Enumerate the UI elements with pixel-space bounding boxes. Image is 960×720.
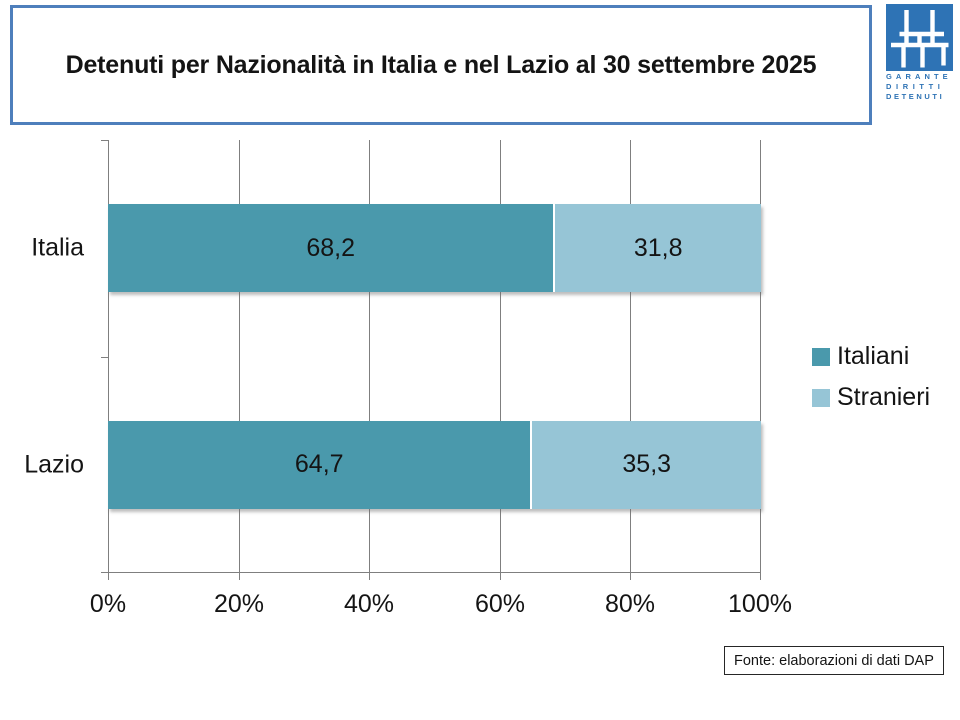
y-axis-tick — [101, 357, 108, 358]
bar-value-label: 31,8 — [633, 233, 683, 262]
legend-entry-italiani: Italiani — [812, 342, 930, 371]
legend-swatch-icon — [812, 347, 830, 366]
x-axis-tick-40% — [369, 573, 370, 580]
gridline-0% — [108, 140, 109, 573]
source-box: Fonte: elaborazioni di dati DAP — [724, 646, 944, 675]
category-label-lazio: Lazio — [24, 450, 84, 479]
bar-segment-italia-italiani: 68,2 — [108, 204, 554, 293]
x-axis-label-60%: 60% — [474, 590, 526, 618]
logo-text-detenuti: DETENUTI — [886, 91, 945, 101]
x-axis-label-40%: 40% — [343, 590, 395, 618]
gridline-80% — [630, 140, 631, 573]
x-axis-label-20%: 20% — [213, 590, 265, 618]
x-axis-line — [108, 572, 761, 573]
legend-entry-stranieri: Stranieri — [812, 383, 930, 412]
bar-segment-lazio-stranieri: 35,3 — [530, 420, 761, 509]
legend: Italiani Stranieri — [812, 342, 930, 424]
gridline-40% — [369, 140, 370, 573]
x-axis-label-100%: 100% — [728, 590, 792, 618]
gridline-60% — [500, 140, 501, 573]
bar-value-label: 68,2 — [306, 233, 355, 262]
gridline-20% — [239, 140, 240, 573]
x-axis-tick-60% — [500, 573, 501, 580]
x-axis-tick-100% — [760, 573, 761, 580]
bar-segment-italia-stranieri: 31,8 — [553, 204, 761, 293]
y-axis-tick — [101, 572, 108, 573]
logo-text-diritti: DIRITTI — [886, 81, 945, 91]
x-axis-label-80%: 80% — [604, 590, 656, 618]
plot-area: 68,2 31,8 64,7 35,3 — [101, 140, 761, 580]
x-axis-label-0%: 0% — [89, 590, 127, 618]
title-box: Detenuti per Nazionalità in Italia e nel… — [10, 5, 872, 125]
bar-segment-lazio-italiani: 64,7 — [108, 420, 531, 509]
logo-text-garante: GARANTE — [886, 71, 952, 81]
legend-swatch-icon — [812, 388, 830, 407]
legend-label: Stranieri — [837, 383, 931, 411]
y-axis-tick — [101, 140, 108, 141]
source-text: Fonte: elaborazioni di dati DAP — [734, 652, 934, 669]
bar-italia: 68,2 31,8 — [108, 204, 761, 293]
bar-value-label: 35,3 — [622, 450, 672, 479]
x-axis-tick-80% — [630, 573, 631, 580]
x-axis-tick-0% — [108, 573, 109, 580]
chart-title: Detenuti per Nazionalità in Italia e nel… — [65, 50, 817, 79]
x-axis-tick-20% — [239, 573, 240, 580]
garante-logo-icon — [886, 4, 953, 71]
legend-label: Italiani — [837, 342, 910, 370]
category-label-italia: Italia — [31, 233, 84, 262]
garante-logo: GARANTE DIRITTI DETENUTI — [886, 4, 956, 101]
gridline-100% — [760, 140, 761, 573]
bar-lazio: 64,7 35,3 — [108, 420, 761, 509]
bar-value-label: 64,7 — [294, 450, 344, 479]
